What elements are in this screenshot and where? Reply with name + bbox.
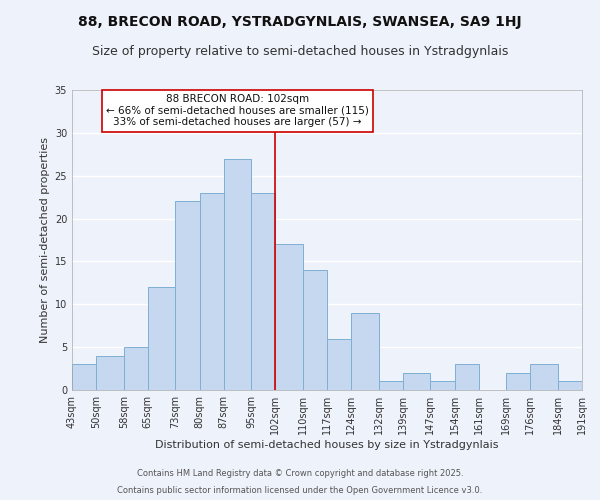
Bar — [379, 382, 403, 390]
Y-axis label: Number of semi-detached properties: Number of semi-detached properties — [40, 137, 50, 343]
Bar — [72, 364, 96, 390]
Bar — [506, 373, 530, 390]
Bar — [403, 373, 430, 390]
Bar — [124, 347, 148, 390]
Text: Contains HM Land Registry data © Crown copyright and database right 2025.: Contains HM Land Registry data © Crown c… — [137, 468, 463, 477]
Bar — [303, 270, 327, 390]
Bar — [530, 364, 558, 390]
Bar — [224, 158, 251, 390]
Bar — [558, 382, 582, 390]
Bar — [327, 338, 351, 390]
Bar — [351, 313, 379, 390]
Bar — [430, 382, 455, 390]
X-axis label: Distribution of semi-detached houses by size in Ystradgynlais: Distribution of semi-detached houses by … — [155, 440, 499, 450]
Text: Contains public sector information licensed under the Open Government Licence v3: Contains public sector information licen… — [118, 486, 482, 495]
Bar — [96, 356, 124, 390]
Bar — [148, 287, 175, 390]
Bar — [251, 193, 275, 390]
Text: 88, BRECON ROAD, YSTRADGYNLAIS, SWANSEA, SA9 1HJ: 88, BRECON ROAD, YSTRADGYNLAIS, SWANSEA,… — [78, 15, 522, 29]
Text: 88 BRECON ROAD: 102sqm
← 66% of semi-detached houses are smaller (115)
33% of se: 88 BRECON ROAD: 102sqm ← 66% of semi-det… — [106, 94, 369, 128]
Bar — [175, 202, 199, 390]
Text: Size of property relative to semi-detached houses in Ystradgynlais: Size of property relative to semi-detach… — [92, 45, 508, 58]
Bar — [455, 364, 479, 390]
Bar — [199, 193, 224, 390]
Bar — [275, 244, 303, 390]
